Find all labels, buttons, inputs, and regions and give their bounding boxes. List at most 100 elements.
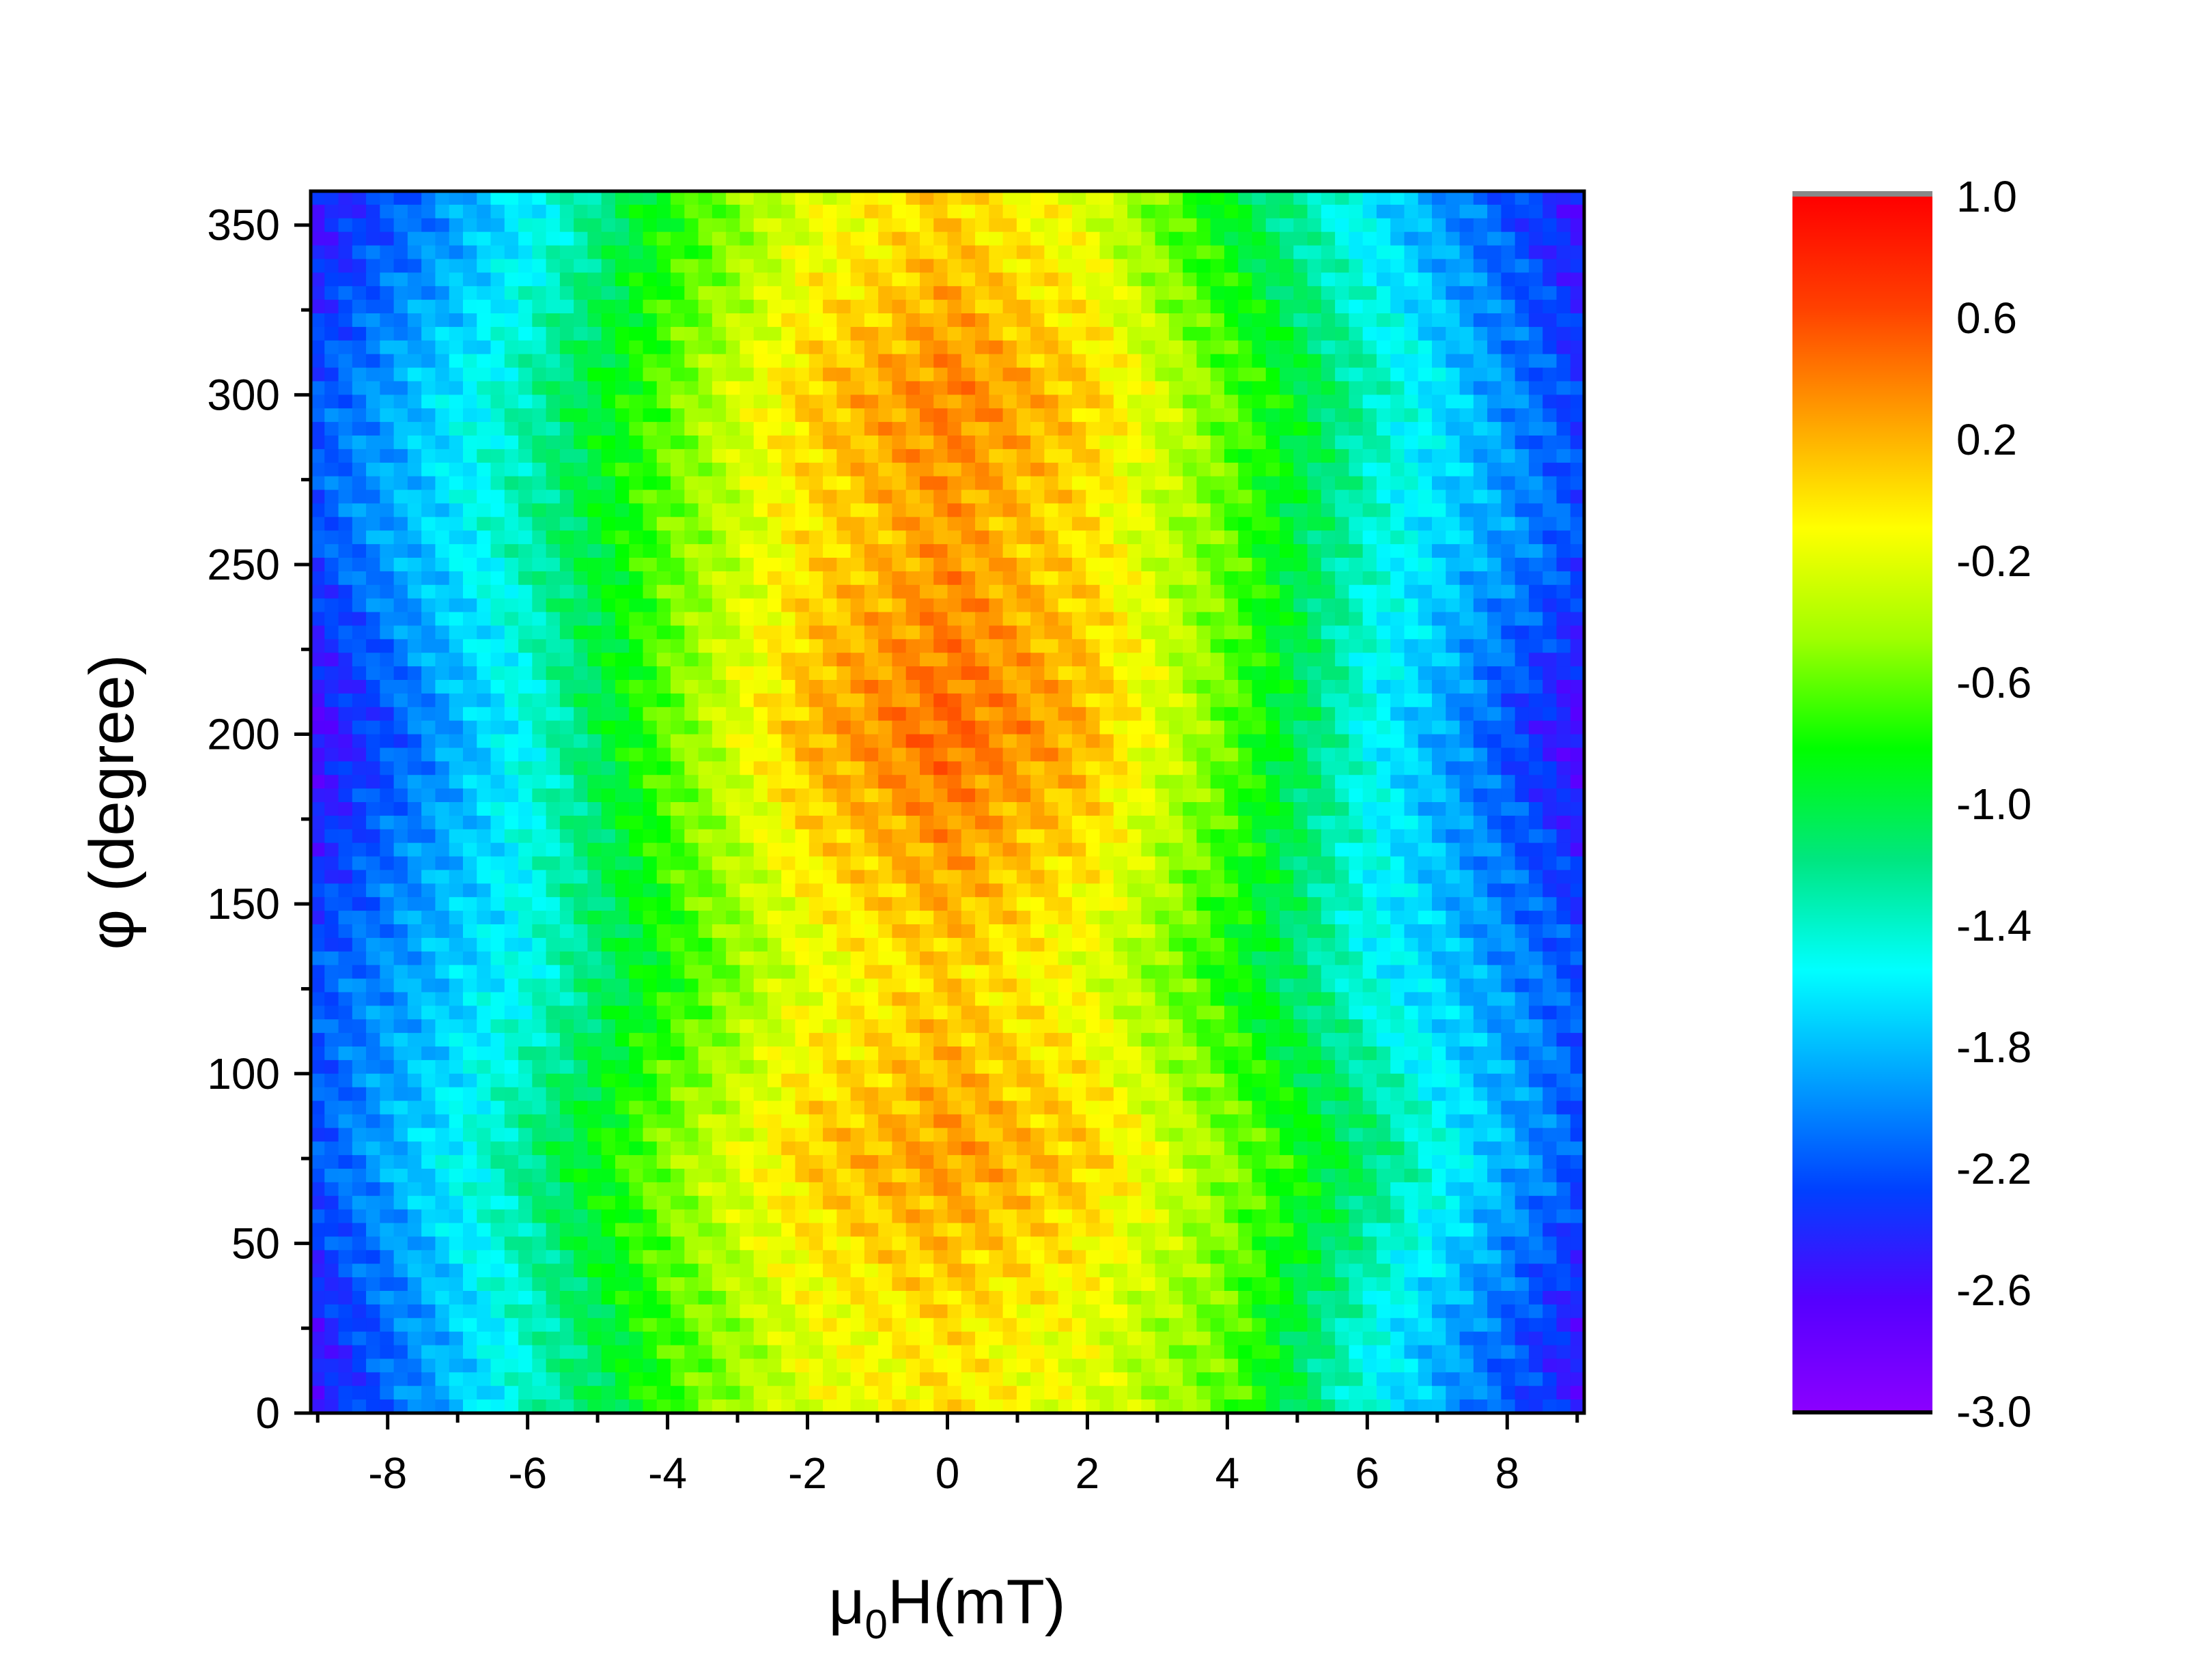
heatmap-cell	[587, 462, 602, 477]
heatmap-cell	[352, 666, 367, 681]
heatmap-cell	[477, 802, 492, 816]
heatmap-cell	[435, 530, 450, 545]
heatmap-cell	[435, 259, 450, 274]
heatmap-cell	[1183, 367, 1198, 382]
heatmap-cell	[587, 544, 602, 558]
heatmap-cell	[407, 326, 422, 341]
heatmap-cell	[989, 449, 1004, 464]
heatmap-cell	[1404, 625, 1419, 640]
heatmap-cell	[1002, 856, 1017, 871]
heatmap-cell	[1265, 558, 1280, 572]
heatmap-cell	[1016, 231, 1031, 246]
heatmap-cell	[1224, 761, 1239, 776]
heatmap-cell	[380, 259, 395, 274]
heatmap-cell	[311, 544, 326, 558]
heatmap-cell	[781, 693, 796, 708]
heatmap-cell	[1210, 354, 1225, 369]
heatmap-cell	[1016, 354, 1031, 369]
heatmap-cell	[435, 761, 450, 776]
heatmap-cell	[947, 707, 962, 722]
heatmap-cell	[546, 503, 561, 518]
heatmap-cell	[684, 680, 699, 694]
heatmap-cell	[435, 436, 450, 450]
heatmap-cell	[753, 802, 768, 816]
heatmap-cell	[753, 313, 768, 328]
heatmap-cell	[836, 544, 851, 558]
heatmap-cell	[1002, 897, 1017, 911]
heatmap-cell	[352, 720, 367, 735]
heatmap-cell	[1293, 761, 1308, 776]
heatmap-cell	[546, 707, 561, 722]
heatmap-cell	[559, 775, 574, 789]
heatmap-cell	[726, 775, 741, 789]
heatmap-cell	[643, 544, 658, 558]
heatmap-cell	[1058, 639, 1073, 654]
heatmap-cell	[740, 422, 755, 436]
heatmap-cell	[726, 870, 741, 885]
heatmap-cell	[1293, 870, 1308, 885]
heatmap-cell	[1349, 870, 1364, 885]
heatmap-cell	[1196, 245, 1211, 260]
heatmap-cell	[1570, 340, 1585, 355]
heatmap-cell	[311, 245, 326, 260]
heatmap-cell	[1113, 870, 1128, 885]
heatmap-cell	[947, 530, 962, 545]
heatmap-cell	[1168, 544, 1183, 558]
heatmap-cell	[1113, 815, 1128, 830]
heatmap-cell	[753, 842, 768, 857]
heatmap-cell	[1293, 571, 1308, 586]
heatmap-cell	[1418, 462, 1433, 477]
heatmap-cell	[808, 544, 824, 558]
heatmap-cell	[1280, 788, 1295, 803]
heatmap-cell	[864, 802, 879, 816]
heatmap-cell	[1543, 231, 1558, 246]
heatmap-cell	[338, 544, 353, 558]
heatmap-cell	[864, 381, 879, 396]
heatmap-cell	[366, 544, 381, 558]
heatmap-cell	[878, 408, 893, 423]
heatmap-cell	[1362, 436, 1377, 450]
heatmap-cell	[753, 856, 768, 871]
heatmap-cell	[615, 680, 630, 694]
heatmap-cell	[1362, 326, 1377, 341]
heatmap-cell	[726, 802, 741, 816]
heatmap-cell	[338, 897, 353, 911]
heatmap-cell	[462, 761, 478, 776]
heatmap-cell	[559, 544, 574, 558]
heatmap-cell	[795, 720, 810, 735]
heatmap-cell	[1404, 558, 1419, 572]
heatmap-cell	[1127, 639, 1142, 654]
heatmap-cell	[919, 693, 935, 708]
heatmap-cell	[1127, 911, 1142, 925]
heatmap-cell	[1196, 340, 1211, 355]
heatmap-cell	[684, 462, 699, 477]
heatmap-cell	[1141, 829, 1156, 844]
heatmap-cell	[1487, 313, 1502, 328]
heatmap-cell	[601, 436, 616, 450]
heatmap-cell	[1280, 245, 1295, 260]
heatmap-cell	[1058, 775, 1073, 789]
heatmap-cell	[366, 788, 381, 803]
heatmap-cell	[698, 829, 713, 844]
heatmap-cell	[1071, 340, 1087, 355]
heatmap-cell	[1418, 204, 1433, 219]
heatmap-cell	[324, 422, 339, 436]
heatmap-cell	[850, 666, 865, 681]
heatmap-cell	[1016, 680, 1031, 694]
heatmap-cell	[781, 272, 796, 287]
heatmap-cell	[449, 883, 464, 898]
heatmap-cell	[1459, 340, 1474, 355]
heatmap-cell	[1293, 436, 1308, 450]
heatmap-cell	[1265, 449, 1280, 464]
heatmap-cell	[1335, 775, 1350, 789]
heatmap-cell	[1376, 680, 1391, 694]
heatmap-cell	[892, 259, 907, 274]
heatmap-cell	[587, 734, 602, 749]
heatmap-cell	[1293, 218, 1308, 233]
heatmap-cell	[1196, 775, 1211, 789]
heatmap-cell	[671, 734, 686, 749]
heatmap-cell	[407, 571, 422, 586]
heatmap-cell	[1099, 734, 1114, 749]
heatmap-cell	[421, 259, 436, 274]
heatmap-cell	[1168, 449, 1183, 464]
